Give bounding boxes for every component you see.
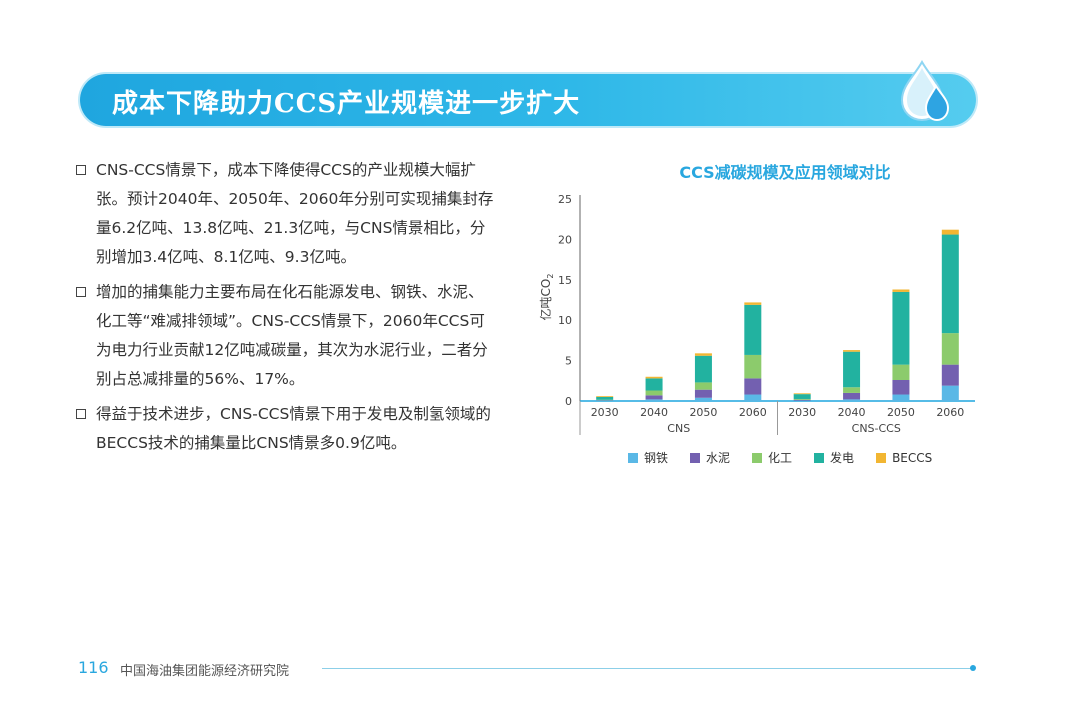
bar-segment — [892, 379, 910, 395]
bar-segment — [694, 355, 712, 383]
bar-segment — [645, 378, 663, 391]
y-tick-label: 5 — [565, 355, 572, 368]
bar-segment — [892, 394, 910, 401]
bar-segment — [941, 364, 959, 386]
bar-segment — [645, 390, 663, 396]
bullet-box-icon — [76, 287, 86, 297]
y-tick-label: 15 — [558, 274, 572, 287]
bar-segment — [941, 229, 959, 235]
chart-title: CCS减碳规模及应用领域对比 — [679, 163, 891, 182]
footer-organization: 中国海油集团能源经济研究院 — [120, 664, 290, 679]
bar-segment — [793, 393, 811, 395]
legend-item: BECCS — [876, 449, 932, 466]
bar-segment — [941, 234, 959, 334]
bar-segment — [694, 353, 712, 356]
bar-segment — [694, 382, 712, 390]
bar-segment — [941, 333, 959, 365]
legend-label: BECCS — [892, 450, 933, 465]
bar-segment — [694, 397, 712, 401]
legend-swatch — [752, 452, 763, 463]
bar-segment — [793, 398, 811, 400]
legend-label: 水泥 — [706, 451, 731, 465]
bullet-text: CNS-CCS情景下，成本下降使得CCS的产业规模大幅扩张。预计2040年、20… — [96, 161, 494, 266]
water-drop-icon — [900, 59, 950, 122]
bar-segment — [892, 364, 910, 380]
x-tick-label: 2060 — [936, 406, 964, 419]
bullet-text: 增加的捕集能力主要布局在化石能源发电、钢铁、水泥、化工等“难减排领域”。CNS-… — [96, 283, 488, 388]
y-axis-label: 亿吨CO2 — [538, 274, 555, 321]
footer-dot-icon — [970, 665, 976, 671]
x-tick-label: 2030 — [591, 406, 619, 419]
x-tick-label: 2050 — [887, 406, 915, 419]
bar-segment — [843, 399, 861, 401]
bar-segment — [645, 399, 663, 401]
title-banner: 成本下降助力CCS产业规模进一步扩大 — [80, 74, 976, 126]
x-tick-label: 2030 — [788, 406, 816, 419]
legend-item: 钢铁 — [628, 449, 668, 466]
bar-segment — [941, 385, 959, 401]
bar-segment — [843, 350, 861, 352]
legend-swatch — [814, 452, 825, 463]
legend-label: 化工 — [768, 451, 793, 465]
bar-segment — [744, 302, 762, 305]
bar-segment — [645, 376, 663, 379]
legend-swatch — [628, 452, 638, 463]
bar-segment — [596, 396, 614, 400]
y-tick-label: 0 — [565, 395, 572, 408]
legend-swatch — [876, 452, 887, 463]
bullet-box-icon — [76, 409, 86, 419]
bullet-item: CNS-CCS情景下，成本下降使得CCS的产业规模大幅扩张。预计2040年、20… — [76, 156, 496, 272]
chart-legend: 钢铁 水泥 化工 发电 BECCS — [628, 449, 932, 466]
bar-segment — [793, 399, 811, 401]
bullet-item: 增加的捕集能力主要布局在化石能源发电、钢铁、水泥、化工等“难减排领域”。CNS-… — [76, 278, 496, 394]
bar-segment — [596, 396, 614, 397]
bar-segment — [694, 389, 712, 398]
legend-item: 化工 — [752, 449, 792, 466]
bar-segment — [744, 354, 762, 379]
group-label: CNS — [667, 422, 690, 435]
bullet-text: 得益于技术进步，CNS-CCS情景下用于发电及制氢领域的BECCS技术的捕集量比… — [96, 405, 491, 452]
legend-swatch — [690, 452, 701, 463]
x-tick-label: 2040 — [640, 406, 668, 419]
y-tick-label: 25 — [558, 193, 572, 206]
bullet-list: CNS-CCS情景下，成本下降使得CCS的产业规模大幅扩张。预计2040年、20… — [76, 156, 496, 464]
footer-divider — [322, 668, 972, 669]
bar-segment — [744, 378, 762, 395]
legend-label: 钢铁 — [644, 451, 669, 465]
x-tick-label: 2040 — [838, 406, 866, 419]
bullet-box-icon — [76, 165, 86, 175]
group-label: CNS-CCS — [852, 422, 901, 435]
legend-item: 水泥 — [690, 449, 730, 466]
page-number: 116 — [78, 658, 109, 677]
bar-segment — [843, 387, 861, 393]
y-tick-label: 20 — [558, 233, 572, 246]
stacked-bar-chart: 亿吨CO2 0 5 10 15 20 25 2030 2040 2050 2060 CNS 2030 2… — [538, 193, 975, 435]
bar-segment — [744, 304, 762, 355]
bar-segment — [744, 394, 762, 401]
bar-segment — [793, 394, 811, 399]
x-tick-label: 2050 — [689, 406, 717, 419]
bar-segment — [892, 289, 910, 292]
x-tick-label: 2060 — [739, 406, 767, 419]
legend-label: 发电 — [830, 451, 855, 465]
y-tick-label: 10 — [558, 314, 572, 327]
bar-segment — [892, 291, 910, 365]
bar-segment — [645, 395, 663, 400]
page-title: 成本下降助力CCS产业规模进一步扩大 — [112, 89, 581, 119]
legend-item: 发电 — [814, 449, 854, 466]
bullet-item: 得益于技术进步，CNS-CCS情景下用于发电及制氢领域的BECCS技术的捕集量比… — [76, 400, 496, 458]
bar-segment — [843, 392, 861, 400]
bar-segment — [843, 351, 861, 388]
